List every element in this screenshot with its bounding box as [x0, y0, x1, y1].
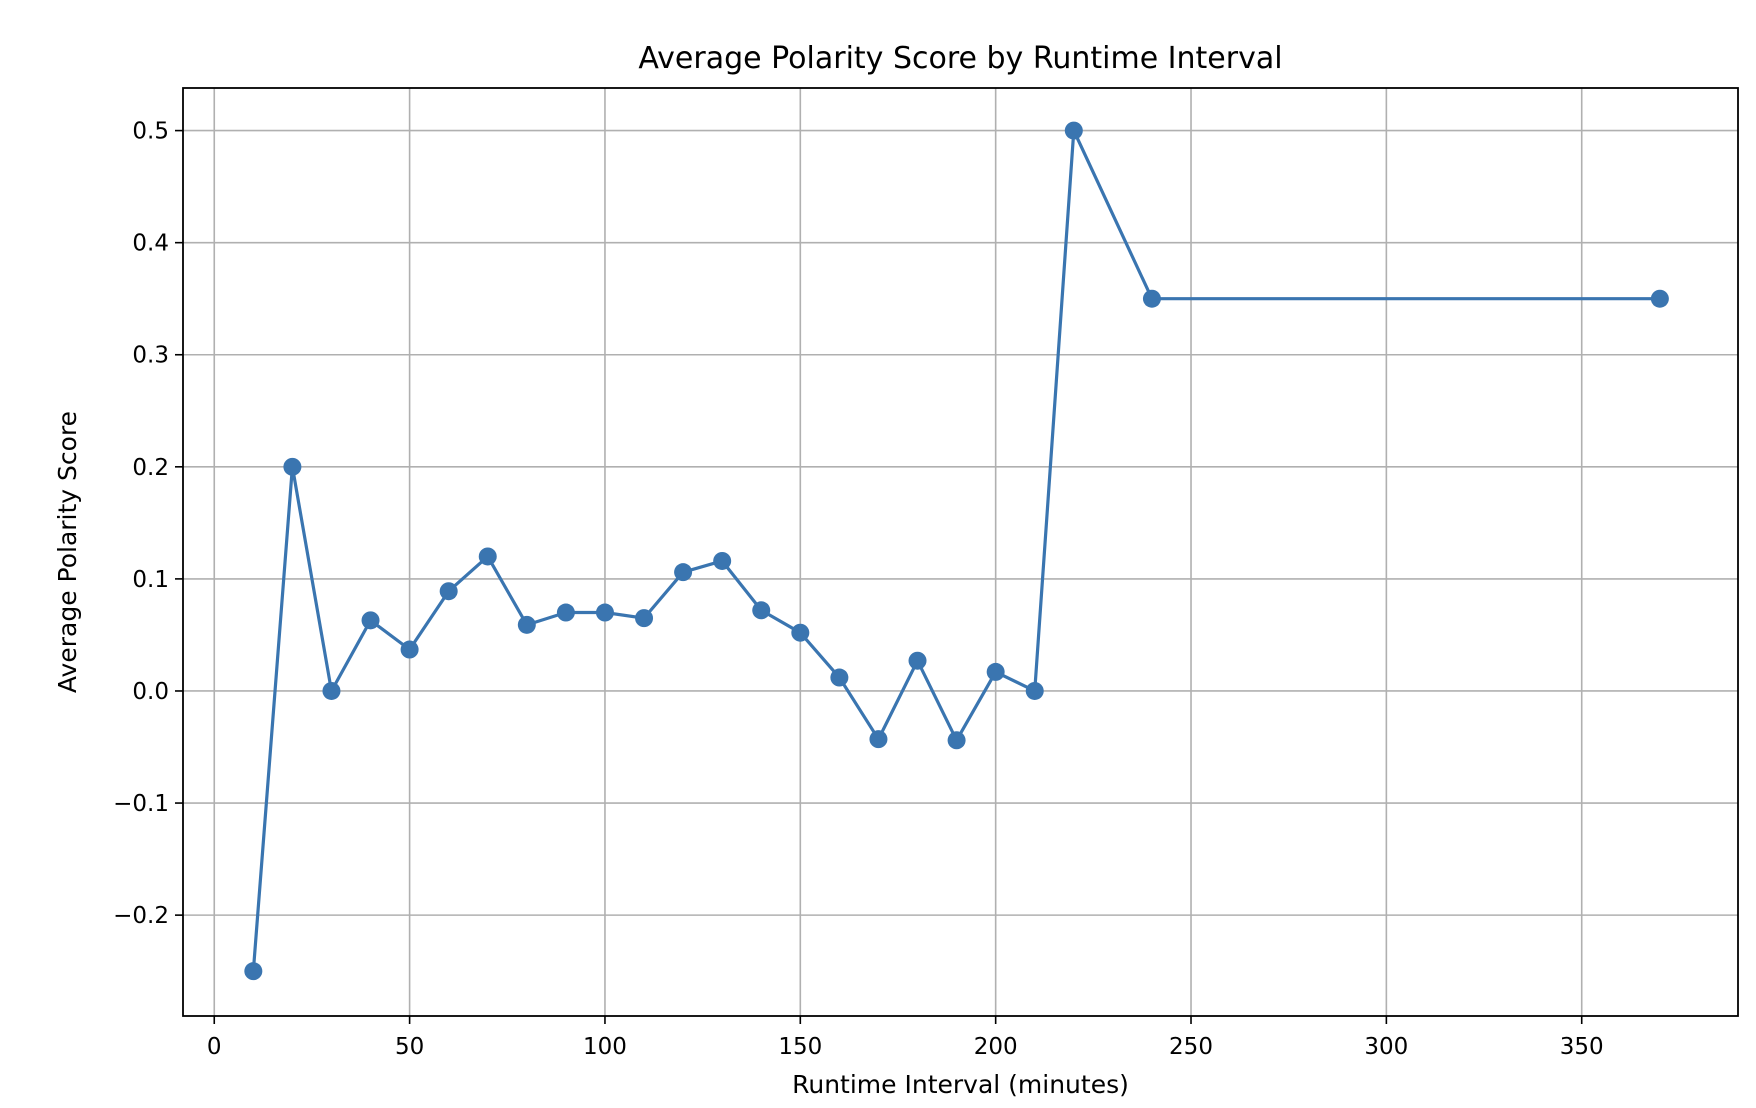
- data-point: [1650, 289, 1669, 308]
- data-point: [713, 551, 732, 570]
- data-point: [830, 668, 849, 687]
- y-tick-label: 0.2: [132, 455, 169, 481]
- data-point: [674, 563, 693, 582]
- y-tick-label: 0.5: [132, 119, 169, 145]
- y-axis-label: Average Polarity Score: [53, 411, 82, 693]
- data-point: [986, 662, 1005, 681]
- x-tick-label: 0: [207, 1034, 222, 1060]
- data-point: [244, 962, 263, 981]
- y-tick-label: −0.1: [113, 791, 169, 817]
- data-point: [283, 457, 302, 476]
- data-point: [517, 615, 536, 634]
- y-tick-label: 0.1: [132, 567, 169, 593]
- series-layer: [244, 121, 1669, 981]
- x-axis-label: Runtime Interval (minutes): [792, 1070, 1129, 1099]
- data-point: [595, 603, 614, 622]
- x-axis-ticks: 0 50 100 150 200 250 300 350: [207, 1016, 1604, 1060]
- x-tick-label: 150: [778, 1034, 822, 1060]
- data-point: [791, 623, 810, 642]
- x-tick-label: 350: [1560, 1034, 1604, 1060]
- plot-frame: [182, 87, 1739, 1017]
- data-point: [947, 731, 966, 750]
- data-point: [1142, 289, 1161, 308]
- data-point: [556, 603, 575, 622]
- x-tick-label: 200: [974, 1034, 1018, 1060]
- data-point: [478, 547, 497, 566]
- grid-layer: [183, 88, 1738, 1016]
- data-point: [752, 601, 771, 620]
- data-point: [635, 609, 654, 628]
- x-tick-label: 100: [583, 1034, 627, 1060]
- data-point: [361, 611, 380, 630]
- data-point: [908, 651, 927, 670]
- data-point: [1064, 121, 1083, 140]
- y-axis-ticks: −0.2 −0.1 0.0 0.1 0.2 0.3 0.4 0.5: [113, 119, 183, 929]
- data-point: [1025, 681, 1044, 700]
- data-point: [869, 730, 888, 749]
- y-tick-label: 0.3: [132, 343, 169, 369]
- series-line: [251, 128, 1660, 972]
- x-tick-label: 50: [395, 1034, 424, 1060]
- y-tick-label: −0.2: [113, 903, 169, 929]
- data-point: [400, 640, 419, 659]
- x-tick-label: 300: [1364, 1034, 1408, 1060]
- y-tick-label: 0.4: [132, 231, 169, 257]
- x-tick-label: 250: [1169, 1034, 1213, 1060]
- y-tick-label: 0.0: [132, 679, 169, 705]
- chart-title: Average Polarity Score by Runtime Interv…: [638, 41, 1282, 76]
- data-point: [322, 681, 341, 700]
- data-point: [439, 582, 458, 601]
